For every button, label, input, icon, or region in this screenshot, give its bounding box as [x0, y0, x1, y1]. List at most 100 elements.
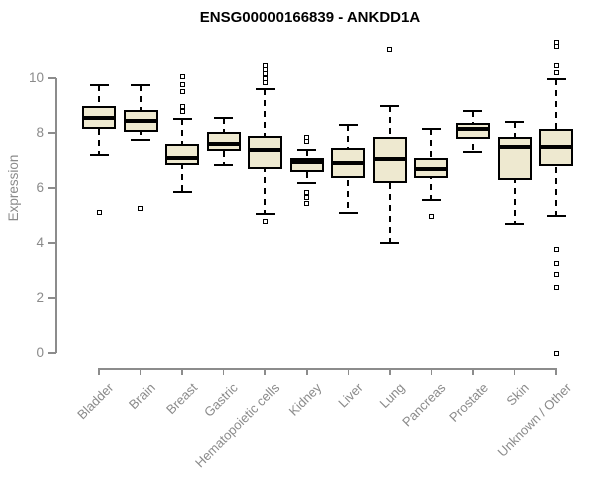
whisker-cap-high [172, 118, 192, 121]
whisker-cap-low [89, 154, 109, 156]
y-tick-label: 2 [36, 290, 44, 305]
y-tick-label: 8 [36, 125, 44, 140]
outlier-point [262, 79, 268, 85]
box-gastric [206, 131, 241, 151]
whisker-cap-low [338, 211, 358, 214]
whisker-cap-high [297, 148, 317, 151]
outlier-point [179, 74, 185, 80]
y-axis-line [55, 78, 57, 353]
y-axis-tick [48, 242, 56, 244]
y-tick-label: 6 [36, 180, 44, 195]
outlier-point [553, 284, 559, 290]
median-line [206, 142, 241, 146]
median-line [372, 157, 407, 162]
whisker-cap-low [172, 191, 192, 194]
whisker-cap-low [546, 214, 566, 217]
median-line [248, 147, 283, 152]
whisker-cap-low [380, 242, 400, 244]
outlier-point [553, 350, 559, 356]
x-axis-line [98, 368, 558, 370]
x-axis-tick [347, 368, 350, 375]
x-tick-label: Liver [335, 380, 366, 411]
x-axis-tick [430, 368, 433, 375]
y-axis-tick [48, 187, 56, 189]
x-axis-tick [472, 368, 474, 375]
whisker-cap-low [463, 151, 483, 154]
whisker-cap-high [380, 104, 400, 107]
whisker-cap-high [338, 123, 358, 126]
whisker-cap-low [505, 222, 524, 225]
x-tick-label: Gastric [201, 380, 242, 420]
y-axis-tick [48, 352, 56, 354]
x-axis-tick [222, 368, 225, 375]
y-tick-label: 0 [36, 345, 44, 360]
median-line [289, 159, 324, 164]
x-axis-tick [389, 368, 391, 375]
x-tick-label: Lung [376, 380, 408, 412]
outlier-point [553, 247, 559, 253]
outlier-point [96, 210, 102, 216]
whisker-cap-low [131, 138, 151, 141]
chart-title: ENSG00000166839 - ANKDD1A [199, 9, 421, 26]
outlier-point [304, 138, 310, 144]
x-tick-label: Brain [126, 380, 159, 413]
whisker-cap-low [255, 213, 275, 216]
box-hematopoietic-cells [248, 135, 283, 169]
x-axis-tick [264, 368, 266, 375]
whisker-cap-low [214, 163, 234, 166]
median-line [123, 118, 158, 123]
outlier-point [304, 189, 310, 195]
x-axis-tick [181, 368, 183, 375]
whisker-cap-high [255, 88, 275, 90]
x-axis-tick [306, 368, 308, 375]
box-breast [165, 144, 200, 165]
median-line [165, 155, 200, 160]
outlier-point [387, 46, 393, 52]
x-tick-label: Skin [503, 380, 533, 409]
whisker-cap-low [421, 199, 441, 202]
outlier-point [553, 261, 559, 267]
outlier-point [262, 218, 268, 224]
outlier-point [553, 43, 559, 49]
box-skin [497, 137, 532, 180]
x-tick-label: Unknown / Other [494, 380, 574, 460]
x-axis-tick [555, 368, 557, 375]
median-line [497, 144, 532, 149]
y-tick-label: 10 [28, 70, 44, 85]
whisker-cap-high [421, 127, 441, 130]
outlier-point [138, 206, 144, 212]
x-tick-label: Pancreas [399, 380, 450, 430]
x-axis-tick [139, 368, 142, 375]
outlier-point [304, 200, 310, 206]
y-tick-label: 4 [36, 235, 44, 250]
whisker-cap-low [297, 181, 317, 184]
y-axis-tick [48, 132, 56, 134]
outlier-point [553, 70, 559, 75]
x-axis-tick [513, 368, 516, 375]
whisker-cap-high [214, 116, 234, 119]
outlier-point [304, 195, 310, 201]
outlier-point [428, 214, 434, 220]
whisker-cap-high [505, 121, 524, 123]
outlier-point [553, 272, 559, 278]
x-tick-label: Breast [162, 380, 200, 418]
whisker-cap-high [131, 83, 151, 86]
median-line [414, 166, 449, 171]
whisker-cap-high [463, 110, 483, 112]
box-prostate [455, 123, 490, 139]
outlier-point [179, 82, 185, 88]
median-line [82, 115, 116, 120]
x-tick-label: Bladder [74, 380, 117, 423]
median-line [455, 126, 490, 131]
x-tick-label: Prostate [445, 380, 491, 425]
y-axis-tick [48, 77, 56, 79]
outlier-point [553, 63, 559, 69]
x-axis-tick [98, 368, 100, 375]
outlier-point [179, 108, 185, 114]
whisker-cap-high [546, 78, 566, 81]
median-line [331, 161, 366, 166]
median-line [539, 144, 574, 149]
y-axis-tick [48, 297, 56, 299]
outlier-point [179, 89, 185, 95]
